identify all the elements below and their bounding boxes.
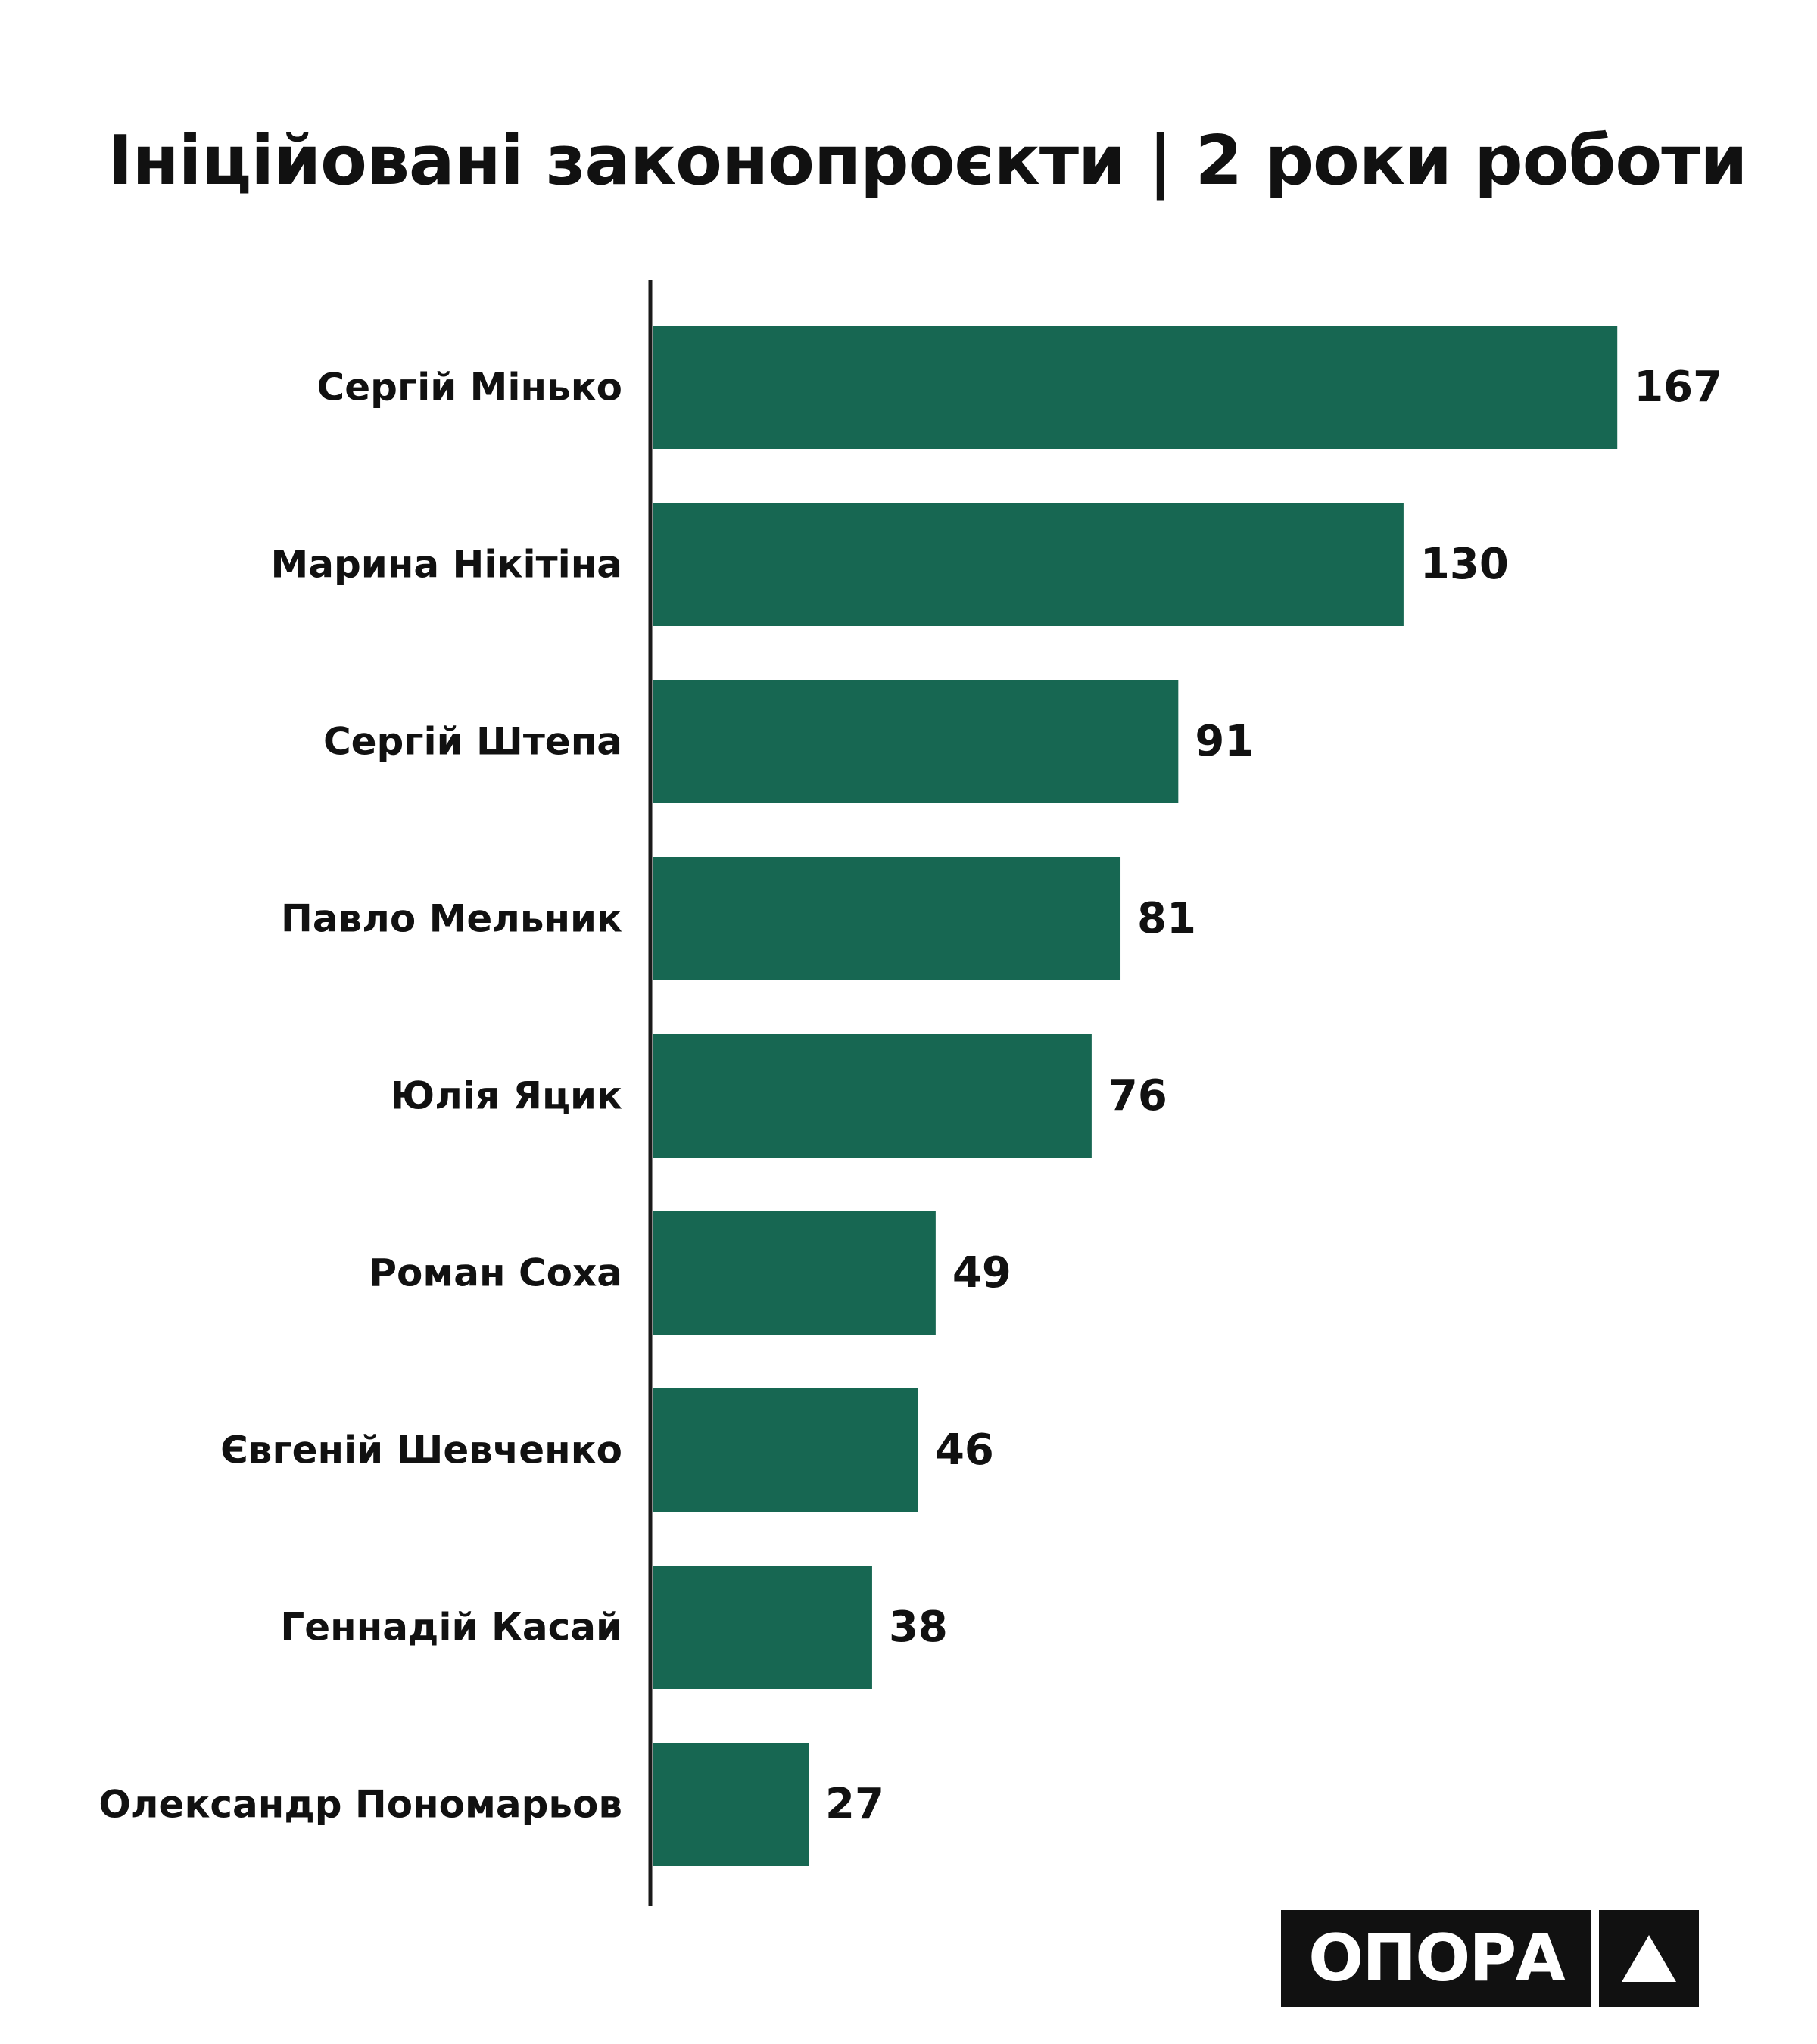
bar	[653, 857, 1121, 980]
category-labels-group: Сергій Мінько Марина Нікітіна Сергій Штепа…	[98, 366, 622, 1827]
value-label: 81	[1137, 894, 1196, 943]
value-labels-group: 167 130 91 81 76 49 46 38 27	[825, 363, 1722, 1829]
value-label: 38	[889, 1603, 948, 1652]
category-label: Марина Нікітіна	[271, 543, 622, 587]
logo-text: ОПОРА	[1281, 1910, 1591, 2007]
value-label: 27	[825, 1780, 884, 1829]
value-label: 46	[935, 1426, 994, 1475]
chart-title: Ініційовані законопроєкти | 2 роки робот…	[108, 121, 1747, 201]
opora-logo: ОПОРА	[1281, 1910, 1699, 2007]
category-label: Сергій Мінько	[317, 366, 622, 410]
value-label: 76	[1108, 1071, 1167, 1120]
bar	[653, 503, 1404, 626]
bars-group	[653, 326, 1618, 1866]
bar	[653, 1743, 809, 1866]
category-label: Геннадій Касай	[280, 1606, 622, 1650]
value-label: 130	[1420, 540, 1509, 589]
bar	[653, 326, 1618, 449]
category-label: Євгеній Шевченко	[220, 1429, 622, 1472]
category-label: Роман Соха	[369, 1251, 622, 1295]
bar	[653, 680, 1179, 803]
value-label: 91	[1195, 717, 1254, 766]
value-label: 167	[1634, 363, 1722, 412]
category-label: Олександр Пономарьов	[98, 1783, 622, 1827]
bar	[653, 1211, 936, 1335]
triangle-icon-shape	[1622, 1935, 1676, 1982]
category-label: Юлія Яцик	[391, 1074, 623, 1118]
bar	[653, 1034, 1092, 1158]
category-label: Сергій Штепа	[323, 720, 622, 764]
bar	[653, 1566, 872, 1689]
value-label: 49	[952, 1248, 1011, 1298]
category-label: Павло Мельник	[281, 897, 622, 941]
triangle-icon	[1599, 1910, 1699, 2007]
bar	[653, 1388, 918, 1512]
